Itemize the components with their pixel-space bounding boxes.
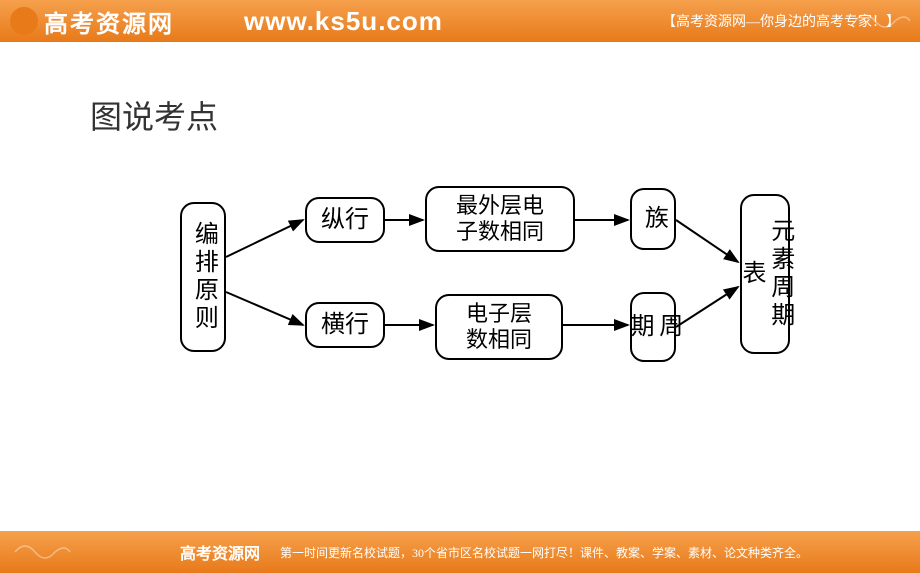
edge-root-col — [226, 220, 303, 257]
logo-icon — [10, 7, 38, 35]
content-area: 图说考点 编排原则 纵行横行 最外层电子数相同电子层数相同 族周期 元素周期表 — [0, 42, 920, 531]
footer-bar: 高考资源网 第一时间更新名校试题，30个省市区名校试题一网打尽！课件、教案、学案… — [0, 531, 920, 573]
edge-group-table — [676, 220, 738, 262]
node-outer: 最外层电子数相同 — [425, 186, 575, 252]
edge-period-table — [676, 287, 738, 327]
swirl-decoration-icon — [845, 5, 915, 37]
footer-logo-text: 高考资源网 — [180, 540, 260, 564]
node-row: 横行 — [305, 302, 385, 348]
header-url: www.ks5u.com — [244, 6, 443, 37]
header-bar: 高考资源网 www.ks5u.com 【高考资源网—你身边的高考专家！】 — [0, 0, 920, 42]
swirl-decoration-icon — [5, 536, 75, 568]
node-table: 元素周期表 — [740, 194, 790, 354]
page-title: 图说考点 — [90, 92, 218, 138]
node-shell: 电子层数相同 — [435, 294, 563, 360]
node-root: 编排原则 — [180, 202, 226, 352]
footer-text: 第一时间更新名校试题，30个省市区名校试题一网打尽！课件、教案、学案、素材、论文… — [280, 544, 808, 561]
node-group: 族 — [630, 188, 676, 250]
edge-root-row — [226, 292, 303, 325]
logo-text: 高考资源网 — [44, 4, 174, 39]
header-logo: 高考资源网 — [0, 4, 174, 39]
flowchart-diagram: 编排原则 纵行横行 最外层电子数相同电子层数相同 族周期 元素周期表 — [100, 172, 820, 412]
node-col: 纵行 — [305, 197, 385, 243]
node-period: 周期 — [630, 292, 676, 362]
